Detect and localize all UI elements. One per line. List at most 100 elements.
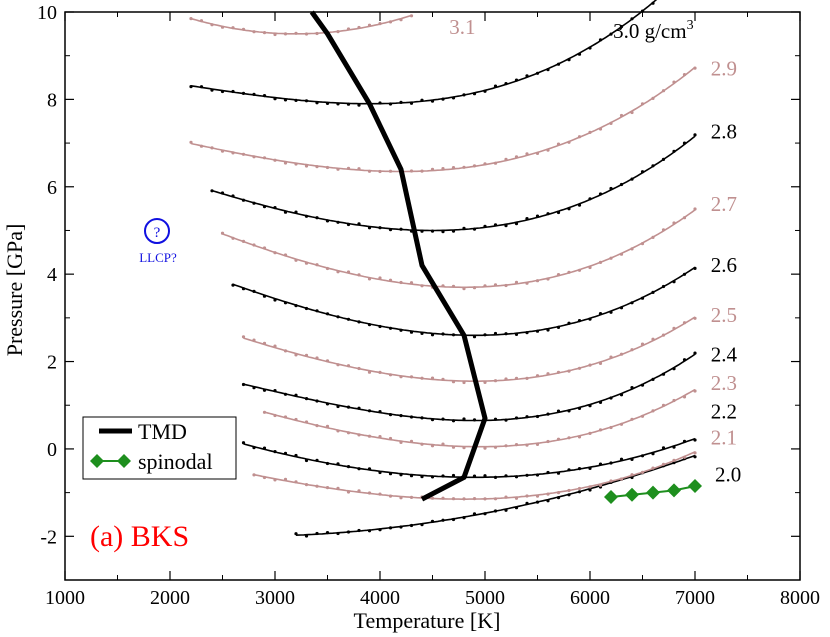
isochore-point — [315, 31, 319, 36]
isochore-point — [409, 495, 414, 499]
isochore-point — [535, 442, 540, 446]
isochore-point — [388, 169, 393, 173]
isochore-point — [199, 19, 204, 23]
isochore-point — [651, 337, 655, 341]
isochore-point — [252, 446, 256, 450]
isochore-point — [493, 84, 498, 88]
isochore-point — [682, 455, 687, 459]
isochore-point — [556, 62, 561, 66]
isochore-point — [451, 333, 456, 337]
isochore-point — [388, 373, 393, 377]
isochore-point — [346, 222, 351, 227]
isochore-point — [283, 392, 288, 396]
isochore-point — [682, 73, 687, 77]
isochore-point — [357, 528, 361, 533]
isochore-2.5 — [243, 316, 696, 382]
isochore-point — [493, 445, 498, 449]
isochore-point — [189, 17, 193, 21]
isochore-point — [325, 531, 330, 535]
isochore-point — [504, 377, 508, 381]
isochore-point — [525, 376, 529, 380]
isochore-point — [546, 212, 550, 216]
isochore-point — [220, 89, 225, 94]
isochore-point — [682, 272, 687, 276]
isochore-point — [357, 25, 361, 30]
x-tick-label: 6000 — [570, 587, 610, 609]
isochore-point — [378, 470, 382, 475]
isochore-point — [441, 442, 445, 446]
isochore-point — [357, 273, 361, 277]
isochore-point — [210, 189, 214, 193]
isochore-point — [462, 417, 466, 421]
isochore-point — [556, 370, 561, 374]
isochore-point — [472, 286, 477, 290]
y-tick-label: -2 — [40, 526, 57, 548]
isochore-point — [514, 155, 519, 159]
isochore-point — [598, 428, 603, 432]
isochore-point — [640, 102, 645, 106]
isochore-label: 3.0 g/cm3 — [613, 18, 694, 43]
isochore-point — [546, 412, 550, 416]
isochore-point — [430, 167, 435, 171]
isochore-point — [462, 380, 466, 385]
isochore-point — [283, 253, 288, 257]
isochore-label: 2.0 — [715, 463, 741, 487]
isochore-point — [283, 477, 288, 481]
isochore-point — [661, 372, 666, 376]
isochore-point — [357, 406, 361, 410]
isochore-point — [472, 227, 477, 231]
isochore-point — [577, 135, 582, 139]
isochore-point — [336, 315, 340, 319]
spinodal-point — [688, 479, 702, 494]
isochore-point — [231, 151, 235, 155]
isochore-point — [388, 436, 393, 441]
isochore-point — [451, 473, 456, 478]
spinodal-layer — [604, 479, 702, 504]
isochore-point — [294, 210, 298, 214]
isochore-point — [483, 380, 487, 384]
isochore-point — [294, 31, 298, 35]
isochore-point — [567, 369, 571, 373]
isochore-point — [273, 251, 277, 255]
isochore-point — [672, 280, 676, 284]
isochore-point — [651, 164, 655, 168]
isochore-point — [399, 473, 403, 477]
isochore-point — [514, 475, 519, 479]
isochore-point — [556, 273, 561, 277]
isochore-point — [567, 493, 571, 497]
isochore-point — [409, 169, 414, 173]
isochore-point — [672, 149, 676, 153]
isochore-point — [357, 489, 361, 493]
isochore-point — [535, 374, 540, 378]
isochore-point — [598, 192, 603, 196]
isochore-point — [493, 379, 498, 383]
isochore-point — [378, 101, 382, 105]
isochore-point — [220, 231, 225, 235]
isochore-point — [367, 434, 372, 438]
isochore-point — [535, 329, 540, 333]
isochore-point — [346, 364, 351, 368]
isochore-point — [556, 325, 561, 329]
isochore-point — [651, 96, 655, 100]
isochore-point — [430, 444, 435, 448]
isochore-point — [304, 483, 309, 487]
isochore-point — [325, 359, 330, 363]
isochore-point — [399, 375, 403, 379]
isochore-label: 2.2 — [711, 399, 737, 423]
isochore-point — [357, 167, 361, 171]
isochore-point — [504, 474, 508, 478]
y-tick-label: 0 — [47, 439, 57, 461]
isochore-point — [598, 260, 603, 264]
isochore-point — [493, 161, 498, 165]
isochore-point — [462, 287, 466, 291]
isochore-point — [336, 462, 340, 466]
isochore-point — [315, 263, 319, 267]
isochore-point — [609, 310, 613, 314]
isochore-point — [441, 496, 445, 500]
isochore-point — [304, 164, 309, 168]
llcp-label: LLCP? — [139, 250, 177, 265]
llcp-marker: ? LLCP? — [139, 218, 177, 265]
isochore-point — [588, 265, 592, 270]
isochore-label: 2.3 — [711, 371, 737, 395]
